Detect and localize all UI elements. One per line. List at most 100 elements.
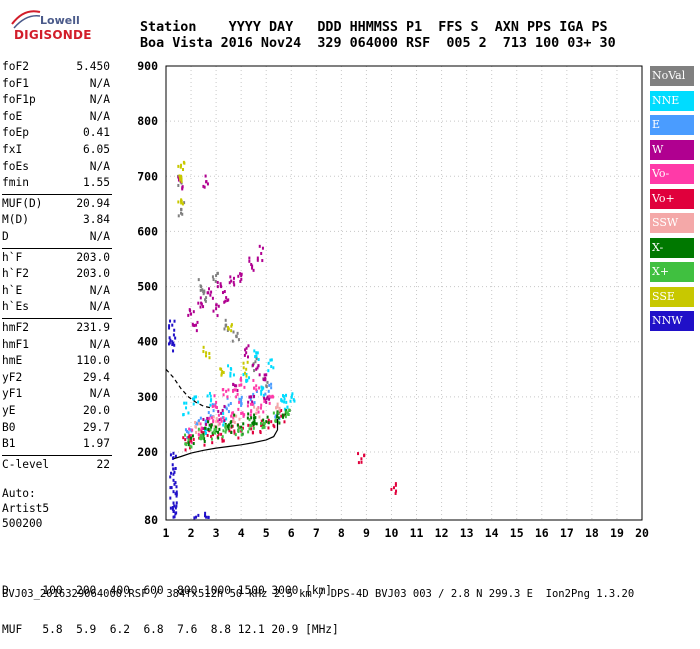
echo-point bbox=[167, 342, 170, 346]
echo-point bbox=[257, 364, 260, 368]
param-label: B1 bbox=[2, 437, 16, 451]
echo-point bbox=[226, 328, 229, 332]
echo-point bbox=[261, 246, 264, 250]
echo-point bbox=[275, 406, 278, 410]
echo-point bbox=[208, 416, 211, 420]
echo-point bbox=[288, 408, 291, 412]
echo-point bbox=[268, 397, 271, 401]
echo-point bbox=[183, 161, 186, 165]
echo-point bbox=[357, 452, 360, 456]
echo-point bbox=[260, 419, 263, 423]
echo-point bbox=[223, 404, 226, 408]
echo-point bbox=[394, 482, 397, 486]
echo-point bbox=[253, 369, 256, 373]
echo-point bbox=[229, 275, 232, 279]
echo-point bbox=[236, 392, 239, 396]
echo-point bbox=[212, 309, 215, 313]
param-label: hmF2 bbox=[2, 321, 29, 334]
echo-point bbox=[175, 485, 178, 489]
echo-point bbox=[248, 259, 251, 263]
param-row: foEs N/A bbox=[2, 160, 110, 175]
echo-point bbox=[197, 513, 200, 517]
echo-point bbox=[267, 369, 270, 373]
param-row: h`F 203.0 bbox=[2, 251, 110, 266]
y-tick-label: 80 bbox=[144, 513, 158, 527]
echo-point bbox=[188, 446, 191, 450]
echo-point bbox=[187, 313, 190, 317]
echo-point bbox=[224, 424, 227, 428]
echo-point bbox=[237, 407, 240, 411]
x-tick-label: 14 bbox=[485, 526, 499, 540]
echo-point bbox=[261, 387, 264, 391]
echo-point bbox=[252, 268, 255, 272]
echo-point bbox=[268, 394, 271, 398]
echo-point bbox=[224, 405, 227, 409]
echo-point bbox=[254, 416, 257, 420]
echo-point bbox=[250, 427, 253, 431]
param-label: yF2 bbox=[2, 370, 23, 384]
echo-point bbox=[221, 437, 224, 441]
echo-point bbox=[222, 411, 225, 415]
y-tick-label: 500 bbox=[137, 280, 158, 294]
y-tick-label: 600 bbox=[137, 224, 158, 238]
echo-point bbox=[232, 276, 235, 280]
echo-point bbox=[240, 395, 243, 399]
echo-point bbox=[276, 402, 279, 406]
echo-point bbox=[256, 351, 259, 355]
echo-point bbox=[232, 373, 235, 377]
echo-point bbox=[202, 305, 205, 309]
echo-point bbox=[280, 398, 283, 402]
echo-point bbox=[266, 415, 269, 419]
echo-point bbox=[239, 378, 242, 382]
echo-point bbox=[228, 281, 231, 285]
echo-point bbox=[260, 251, 263, 255]
param-value: 110.0 bbox=[76, 354, 110, 368]
echo-point bbox=[227, 410, 230, 414]
param-value: 29.4 bbox=[83, 370, 110, 384]
echo-point bbox=[251, 266, 254, 270]
echo-point bbox=[253, 405, 256, 409]
echo-point bbox=[270, 420, 273, 424]
echo-point bbox=[173, 343, 176, 347]
echo-point bbox=[217, 304, 220, 308]
echo-point bbox=[200, 433, 203, 437]
echo-point bbox=[178, 174, 181, 178]
echo-point bbox=[217, 436, 220, 440]
echo-point bbox=[202, 417, 205, 421]
echo-point bbox=[244, 348, 247, 352]
echo-point bbox=[238, 417, 241, 421]
echo-point bbox=[214, 279, 217, 283]
echo-point bbox=[200, 302, 203, 306]
echo-point bbox=[192, 310, 195, 314]
param-value: N/A bbox=[89, 300, 110, 314]
param-label: h`Es bbox=[2, 300, 29, 314]
echo-point bbox=[242, 373, 245, 377]
echo-point bbox=[187, 438, 190, 442]
echo-point bbox=[283, 420, 286, 424]
param-row: D N/A bbox=[2, 230, 110, 245]
echo-point bbox=[392, 486, 395, 490]
echo-point bbox=[215, 417, 218, 421]
echo-point bbox=[284, 415, 287, 419]
echo-point bbox=[230, 329, 233, 333]
echo-point bbox=[219, 367, 222, 371]
echo-point bbox=[281, 399, 284, 403]
echo-point bbox=[190, 441, 193, 445]
echo-point bbox=[221, 439, 224, 443]
echo-point bbox=[221, 370, 224, 374]
x-tick-label: 19 bbox=[610, 526, 624, 540]
echo-point bbox=[261, 259, 264, 263]
echo-point bbox=[240, 411, 243, 415]
echo-point bbox=[274, 419, 277, 423]
echo-point bbox=[220, 411, 223, 415]
echo-point bbox=[263, 425, 266, 429]
echo-point bbox=[247, 400, 250, 404]
true-height-profile bbox=[173, 418, 279, 460]
echo-point bbox=[202, 427, 205, 431]
echo-point bbox=[216, 419, 219, 423]
echo-point bbox=[186, 436, 189, 440]
param-label: yF1 bbox=[2, 387, 23, 401]
echo-point bbox=[286, 412, 289, 416]
echo-point bbox=[238, 383, 241, 387]
echo-point bbox=[254, 355, 257, 359]
